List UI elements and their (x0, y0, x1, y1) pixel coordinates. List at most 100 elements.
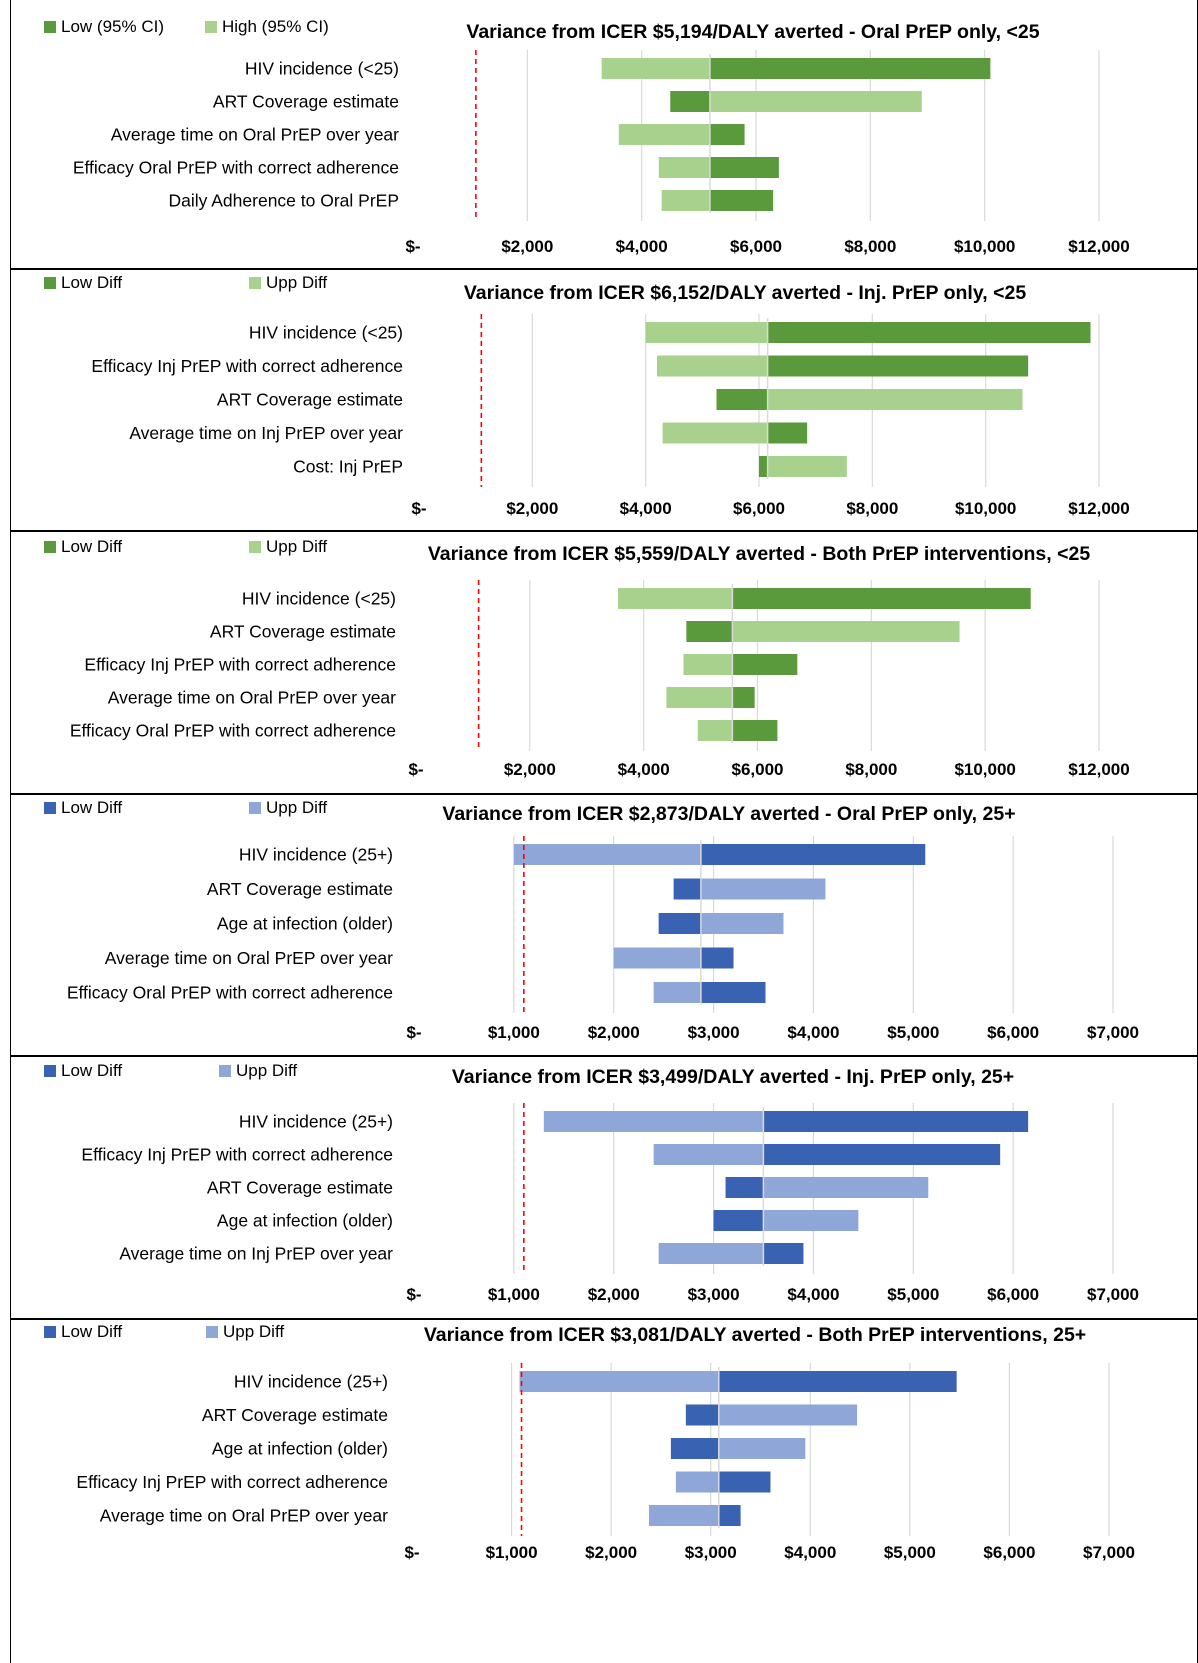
low-diff-bar (732, 687, 755, 708)
low-diff-bar (718, 1371, 957, 1392)
category-label: Average time on Oral PrEP over year (105, 948, 393, 968)
chart-title: Variance from ICER $5,194/DALY averted -… (466, 21, 1039, 43)
low-diff-bar (709, 157, 779, 178)
x-tick-label: $12,000 (1068, 760, 1129, 779)
category-label: Efficacy Inj PrEP with correct adherence (91, 356, 403, 376)
x-tick-label: $7,000 (1083, 1543, 1135, 1562)
category-label: Average time on Inj PrEP over year (129, 423, 403, 443)
x-tick-label: $7,000 (1087, 1023, 1139, 1042)
low-diff-bar (670, 1438, 719, 1459)
legend-label: Low Diff (61, 798, 122, 817)
category-label: Efficacy Oral PrEP with correct adherenc… (70, 721, 396, 741)
category-label: ART Coverage estimate (207, 1178, 393, 1198)
x-tick-label: $5,000 (887, 1023, 939, 1042)
x-tick-label: $2,000 (506, 499, 558, 518)
chart-svg: $- $1,000 $2,000 $3,000 $4,000 $5,000 $6,000 $7… (44, 798, 1139, 1042)
low-diff-bar (709, 58, 991, 79)
category-label: Efficacy Inj PrEP with correct adherence (84, 655, 396, 675)
x-tick-label: $8,000 (845, 760, 897, 779)
legend-label: Low Diff (61, 1061, 122, 1080)
legend-label: Upp Diff (266, 537, 327, 556)
legend-swatch (44, 277, 56, 289)
legend-swatch (44, 802, 56, 814)
upp-diff-bar (543, 1111, 764, 1132)
x-tick-label: $2,000 (588, 1285, 640, 1304)
legend-swatch (219, 1065, 231, 1077)
chart-svg: $- $2,000 $4,000 $6,000 $8,000 $10,000 $12,000… (44, 17, 1130, 256)
x-tick-label: $12,000 (1068, 237, 1129, 256)
upp-diff-bar (658, 1243, 764, 1264)
low-diff-bar (709, 124, 745, 145)
upp-diff-bar (767, 456, 847, 477)
low-diff-bar (713, 1210, 764, 1231)
category-label: ART Coverage estimate (202, 1405, 388, 1425)
low-diff-bar (700, 947, 734, 969)
category-label: Average time on Oral PrEP over year (100, 1506, 388, 1526)
upp-diff-bar (613, 947, 701, 969)
upp-diff-bar (657, 355, 768, 377)
x-tick-label: $4,000 (784, 1543, 836, 1562)
legend-label: Upp Diff (266, 273, 327, 292)
upp-diff-bar (658, 157, 710, 178)
chart-title: Variance from ICER $3,081/DALY averted -… (424, 1324, 1086, 1346)
chart-title: Variance from ICER $3,499/DALY averted -… (452, 1066, 1014, 1088)
chart-title: Variance from ICER $5,559/DALY averted -… (428, 543, 1091, 565)
x-tick-label: $- (406, 1023, 421, 1042)
x-tick-label: $12,000 (1068, 499, 1129, 518)
low-diff-bar (673, 878, 701, 900)
low-diff-bar (763, 1111, 1029, 1132)
low-diff-bar (709, 190, 774, 211)
legend-swatch (249, 541, 261, 553)
x-tick-label: $10,000 (955, 499, 1016, 518)
category-label: Efficacy Oral PrEP with correct adherenc… (73, 158, 399, 178)
legend-swatch (44, 1326, 56, 1338)
legend-label: Upp Diff (223, 1322, 284, 1341)
x-tick-label: $3,000 (688, 1285, 740, 1304)
upp-diff-bar (618, 124, 710, 145)
upp-diff-bar (697, 720, 733, 741)
low-diff-bar (763, 1144, 1001, 1165)
x-tick-label: $6,000 (730, 237, 782, 256)
legend-label: Low Diff (61, 1322, 122, 1341)
x-tick-label: $4,000 (787, 1285, 839, 1304)
low-diff-bar (686, 621, 733, 642)
x-tick-label: $5,000 (884, 1543, 936, 1562)
x-tick-label: $7,000 (1087, 1285, 1139, 1304)
x-tick-label: $2,000 (585, 1543, 637, 1562)
upp-diff-bar (718, 1438, 806, 1459)
x-tick-label: $3,000 (688, 1023, 740, 1042)
legend-label: Upp Diff (266, 798, 327, 817)
upp-diff-bar (601, 58, 710, 79)
x-tick-label: $6,000 (732, 760, 784, 779)
legend-swatch (44, 1065, 56, 1077)
legend-label: Low (95% CI) (61, 17, 164, 36)
x-tick-label: $- (404, 1543, 419, 1562)
category-label: Efficacy Inj PrEP with correct adherence (81, 1145, 393, 1165)
x-tick-label: $4,000 (787, 1023, 839, 1042)
legend-swatch (205, 21, 217, 33)
upp-diff-bar (666, 687, 733, 708)
x-tick-label: $2,000 (504, 760, 556, 779)
x-tick-label: $10,000 (954, 760, 1015, 779)
x-tick-label: $6,000 (987, 1285, 1039, 1304)
category-label: HIV incidence (<25) (245, 59, 399, 79)
x-tick-label: $1,000 (488, 1023, 540, 1042)
x-tick-label: $6,000 (983, 1543, 1035, 1562)
legend-label: Low Diff (61, 273, 122, 292)
category-label: ART Coverage estimate (210, 622, 396, 642)
legend-swatch (249, 802, 261, 814)
category-label: Age at infection (older) (212, 1439, 388, 1459)
low-diff-bar (700, 844, 926, 865)
upp-diff-bar (645, 322, 768, 343)
x-tick-label: $2,000 (588, 1023, 640, 1042)
chart-svg: $- $1,000 $2,000 $3,000 $4,000 $5,000 $6,000 $7… (44, 1061, 1139, 1304)
category-label: HIV incidence (25+) (239, 845, 393, 865)
low-diff-bar (759, 456, 768, 477)
category-label: Age at infection (older) (217, 1211, 393, 1231)
category-label: HIV incidence (25+) (234, 1372, 388, 1392)
x-tick-label: $1,000 (488, 1285, 540, 1304)
upp-diff-bar (513, 844, 701, 865)
chart-panel: $- $1,000 $2,000 $3,000 $4,000 $5,000 $6,000 $7… (10, 1057, 1198, 1320)
low-diff-bar (732, 588, 1031, 609)
